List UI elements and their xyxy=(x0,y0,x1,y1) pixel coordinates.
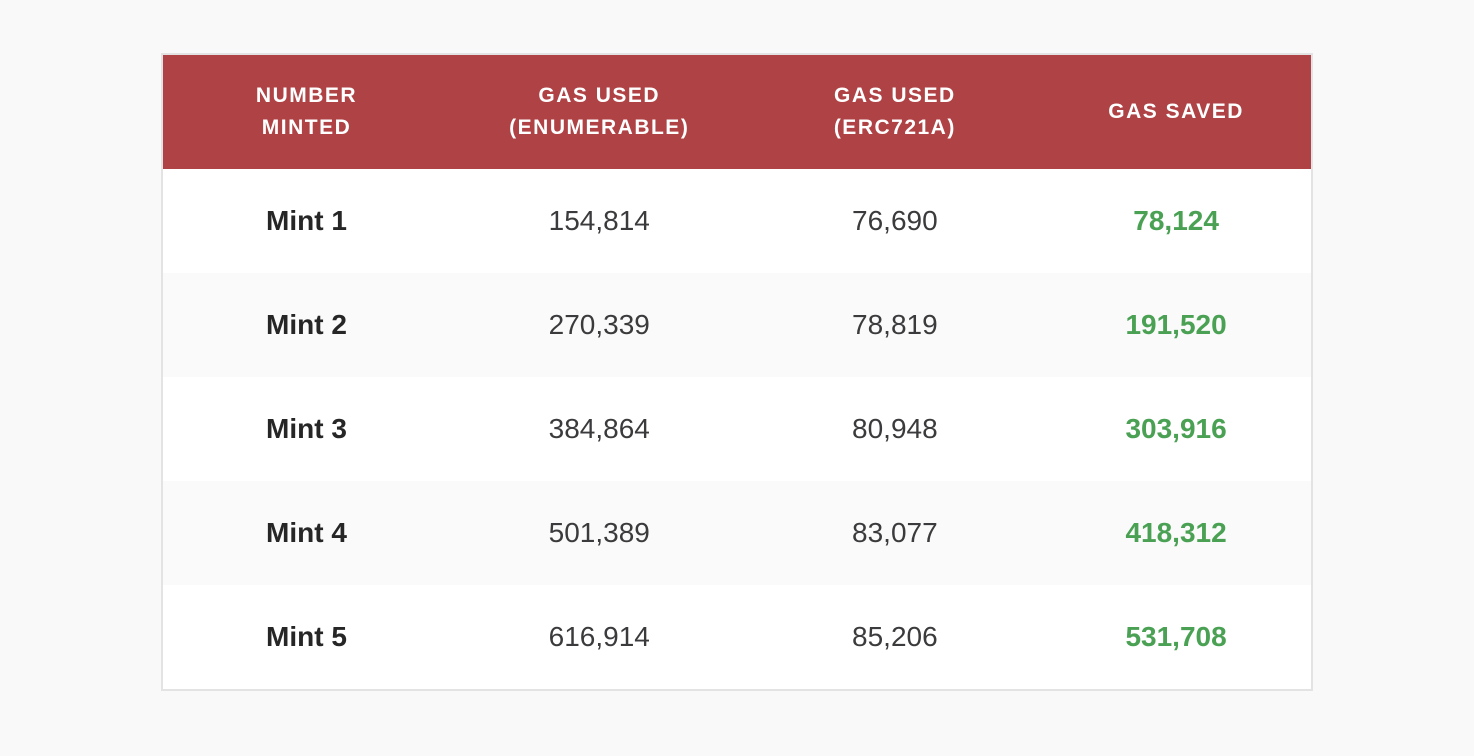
column-header-number-minted: NUMBER MINTED xyxy=(255,84,358,139)
cell-number-minted: Mint 2 xyxy=(266,309,347,340)
cell-gas-saved: 78,124 xyxy=(1133,205,1219,236)
cell-gas-used-enumerable: 384,864 xyxy=(548,413,650,444)
cell-gas-saved: 191,520 xyxy=(1125,309,1227,340)
cell-gas-used-erc721a: 78,819 xyxy=(852,309,938,340)
cell-number-minted: Mint 3 xyxy=(266,413,347,444)
cell-gas-used-enumerable: 616,914 xyxy=(548,621,650,652)
table-row: Mint 4 501,389 83,077 418,312 xyxy=(163,481,1311,585)
cell-number-minted: Mint 4 xyxy=(266,517,347,548)
cell-gas-used-enumerable: 501,389 xyxy=(548,517,650,548)
table-header-row: NUMBER MINTED GAS USED (ENUMERABLE) GAS … xyxy=(163,55,1311,169)
cell-gas-used-enumerable: 154,814 xyxy=(548,205,650,236)
cell-gas-saved: 418,312 xyxy=(1125,517,1227,548)
column-header-gas-used-erc721a: GAS USED (ERC721A) xyxy=(833,84,956,139)
cell-gas-used-enumerable: 270,339 xyxy=(548,309,650,340)
column-header-gas-saved: GAS SAVED xyxy=(1108,100,1244,123)
cell-gas-saved: 531,708 xyxy=(1125,621,1227,652)
table-row: Mint 3 384,864 80,948 303,916 xyxy=(163,377,1311,481)
cell-number-minted: Mint 1 xyxy=(266,205,347,236)
cell-gas-used-erc721a: 76,690 xyxy=(852,205,938,236)
table-row: Mint 5 616,914 85,206 531,708 xyxy=(163,585,1311,689)
gas-comparison-table: NUMBER MINTED GAS USED (ENUMERABLE) GAS … xyxy=(161,53,1313,691)
cell-gas-saved: 303,916 xyxy=(1125,413,1227,444)
cell-number-minted: Mint 5 xyxy=(266,621,347,652)
cell-gas-used-erc721a: 85,206 xyxy=(852,621,938,652)
table-row: Mint 1 154,814 76,690 78,124 xyxy=(163,169,1311,273)
table-row: Mint 2 270,339 78,819 191,520 xyxy=(163,273,1311,377)
cell-gas-used-erc721a: 83,077 xyxy=(852,517,938,548)
cell-gas-used-erc721a: 80,948 xyxy=(852,413,938,444)
column-header-gas-used-enumerable: GAS USED (ENUMERABLE) xyxy=(509,84,690,139)
